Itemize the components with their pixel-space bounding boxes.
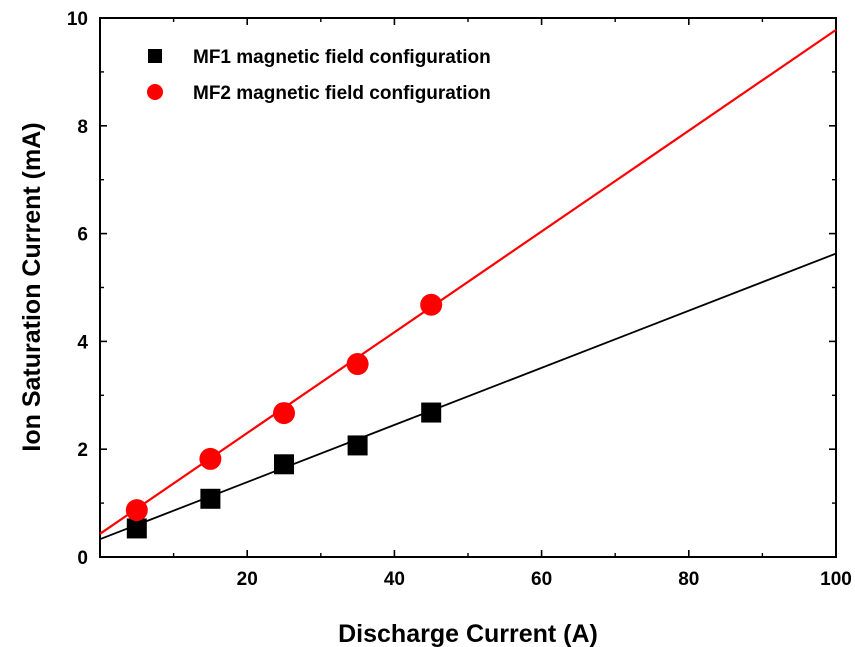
data-point-series-1 xyxy=(347,435,368,456)
fit-line-series-1 xyxy=(99,252,837,541)
data-point-series-1 xyxy=(274,454,294,475)
x-tick-label: 60 xyxy=(531,569,552,590)
legend-marker-series-1 xyxy=(148,49,162,63)
legend-marker-series-2 xyxy=(147,84,163,100)
x-tick-label: 20 xyxy=(237,569,258,590)
data-point-series-1 xyxy=(126,518,147,539)
x-tick-label: 80 xyxy=(678,569,699,590)
y-tick-label: 8 xyxy=(77,117,88,138)
y-tick-label: 10 xyxy=(67,9,88,30)
fit-line-series-2 xyxy=(99,28,837,535)
data-point-series-2 xyxy=(199,447,222,470)
y-tick-label: 0 xyxy=(77,548,88,569)
data-point-series-2 xyxy=(273,402,295,425)
data-point-series-2 xyxy=(346,353,369,376)
legend-label-series-2: MF2 magnetic field configuration xyxy=(193,83,491,104)
x-axis-title: Discharge Current (A) xyxy=(338,620,598,647)
y-tick-label: 2 xyxy=(77,440,88,461)
y-axis-title: Ion Saturation Current (mA) xyxy=(18,122,46,451)
data-point-series-2 xyxy=(125,499,148,522)
legend-label-series-1: MF1 magnetic field configuration xyxy=(193,47,491,68)
y-tick-label: 6 xyxy=(77,225,88,246)
data-point-series-1 xyxy=(421,402,442,423)
data-point-series-1 xyxy=(200,488,221,509)
x-tick-label: 40 xyxy=(384,569,405,590)
data-point-series-2 xyxy=(420,293,443,316)
y-tick-label: 4 xyxy=(77,332,88,353)
x-tick-label: 100 xyxy=(820,569,852,590)
